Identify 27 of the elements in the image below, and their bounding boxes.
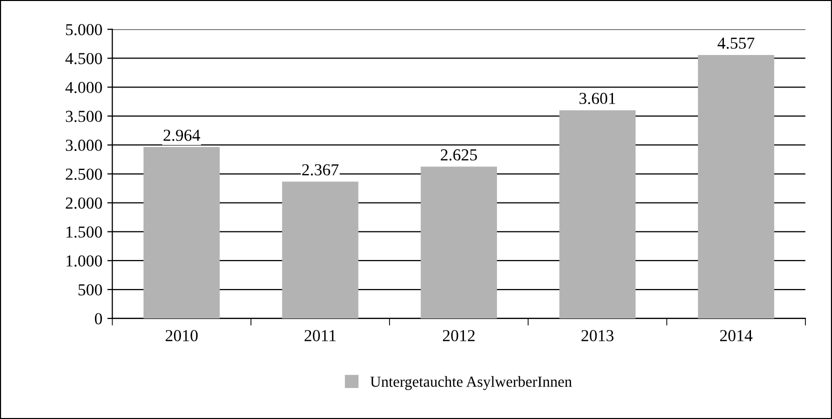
y-tick-label: 4.000 [65,82,102,94]
x-tick-label: 2011 [304,330,336,342]
data-label: 2.367 [302,164,339,176]
legend-label: Untergetauchte AsylwerberInnen [370,376,572,390]
y-tick-label: 0 [94,313,102,324]
x-tick-label: 2012 [442,330,475,342]
y-tick-label: 3.500 [66,110,102,122]
bar [420,166,497,318]
y-tick-label: 1.000 [66,255,102,267]
y-tick-label: 2.500 [66,168,102,180]
y-tick-label: 3.000 [66,140,102,151]
data-label: 3.601 [580,92,616,104]
data-label: 2.964 [164,130,200,141]
y-tick-label: 4.500 [65,52,102,64]
y-tick-label: 5.000 [66,24,102,36]
x-tick-label: 2013 [582,330,614,342]
x-tick-label: 2010 [166,330,198,342]
y-tick-label: 500 [78,284,102,296]
data-label: 2.625 [440,149,477,161]
bar [282,182,358,318]
y-tick-label: 2.000 [66,197,102,209]
bar [559,110,636,318]
x-tick-label: 2014 [720,330,752,342]
bar [698,54,774,318]
data-label: 4.557 [718,38,754,49]
y-tick-label: 1.500 [66,226,102,238]
bar [144,147,220,318]
